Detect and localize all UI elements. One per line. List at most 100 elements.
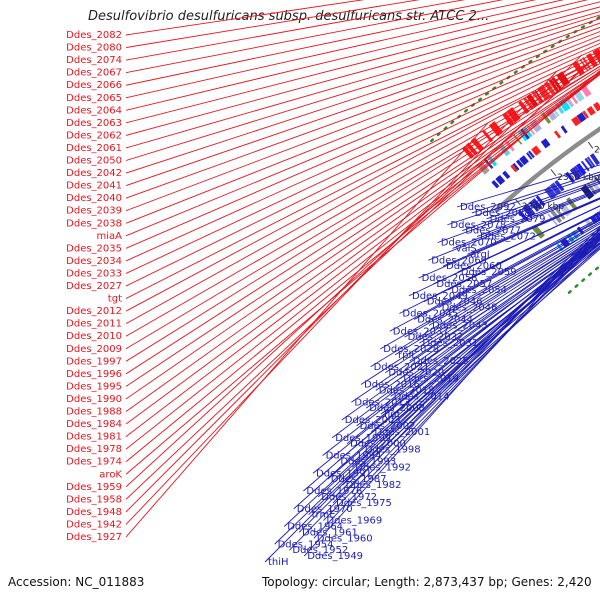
reverse-gene-label-Ddes_1987: Ddes_1987	[331, 474, 387, 485]
reverse-gene-label-Ddes_1975: Ddes_1975	[336, 498, 392, 509]
forward-gene-label-Ddes_2042: Ddes_2042	[66, 168, 122, 179]
reverse-gene-label-valS: valS	[456, 243, 477, 254]
reverse-gene-label-Ddes_1976: Ddes_1976	[306, 486, 362, 497]
reverse-leader-Ddes_2044	[413, 218, 600, 320]
feature-block-t3-13	[584, 157, 594, 169]
feature-block-t1-19	[579, 83, 592, 98]
forward-gene-label-Ddes_2066: Ddes_2066	[66, 80, 122, 91]
feature-block-t2-5	[515, 159, 524, 168]
forward-gene-label-Ddes_1984: Ddes_1984	[66, 419, 122, 430]
forward-gene-label-Ddes_1959: Ddes_1959	[66, 482, 122, 493]
forward-leader-Ddes_2027	[125, 53, 600, 287]
forward-leader-Ddes_2082	[125, 0, 365, 36]
forward-gene-label-Ddes_2062: Ddes_2062	[66, 130, 122, 141]
feature-block-t2-10	[540, 138, 551, 149]
forward-leader-Ddes_2034	[125, 46, 600, 262]
reverse-leader-Ddes_1952	[289, 229, 600, 551]
reverse-gene-label-Ddes_1964: Ddes_1964	[287, 522, 343, 533]
feature-block-t3-5	[544, 186, 557, 200]
reverse-gene-label-Ddes_2079: Ddes_2079	[490, 214, 546, 225]
forward-leader-Ddes_1995	[125, 70, 600, 387]
reverse-gene-label-Ddes_2058: Ddes_2058	[422, 273, 478, 284]
forward-gene-label-Ddes_1978: Ddes_1978	[66, 444, 122, 455]
feature-block-t0-6	[506, 107, 521, 123]
reverse-leader-Ddes_2003	[341, 234, 600, 421]
reverse-leader-Ddes_1976	[303, 235, 600, 492]
reverse-gene-label-Ddes_1972: Ddes_1972	[321, 492, 377, 503]
forward-leader-Ddes_2066	[125, 0, 537, 86]
reverse-gene-label-Ddes_2043: Ddes_2043	[432, 320, 488, 331]
forward-gene-label-Ddes_1974: Ddes_1974	[66, 457, 122, 468]
tick-label-2340: 2340 kbp	[522, 202, 565, 212]
feature-block-t0-14	[548, 78, 559, 93]
feature-block-t0-1	[465, 142, 478, 156]
reverse-leader-Ddes_2028	[379, 221, 600, 350]
forward-leader-Ddes_2080	[125, 0, 420, 48]
genome-backbone	[493, 126, 600, 213]
reverse-gene-label-Ddes_1960: Ddes_1960	[317, 533, 373, 544]
reverse-leader-Ddes_2020	[385, 231, 600, 374]
forward-leader-Ddes_2065	[125, 0, 565, 99]
reverse-gene-label-Ddes_1954: Ddes_1954	[278, 539, 334, 550]
reverse-leader-Ddes_1954	[274, 229, 600, 545]
reverse-leader-Ddes_1999	[331, 236, 600, 439]
reverse-gene-label-Ddes_2057: Ddes_2057	[436, 279, 492, 290]
reverse-leader-Ddes_2078	[447, 173, 600, 226]
reverse-gene-label-Ddes_2070: Ddes_2070	[441, 238, 497, 249]
accession-label: Accession: NC_011883	[8, 575, 145, 589]
feature-block-t0-2	[470, 137, 484, 152]
reverse-leader-Ddes_1972	[317, 237, 600, 498]
feature-block-t4-3	[554, 207, 566, 220]
reverse-leader-Ddes_2045	[399, 211, 600, 314]
reverse-gene-label-Ddes_2003: Ddes_2003	[345, 415, 401, 426]
tick-label-2380: 2380 kbp	[594, 146, 600, 156]
forward-gene-label-Ddes_2012: Ddes_2012	[66, 306, 122, 317]
forward-gene-label-Ddes_2039: Ddes_2039	[66, 206, 122, 217]
forward-gene-label-Ddes_2082: Ddes_2082	[66, 30, 122, 41]
reverse-gene-label-Ddes_1992: Ddes_1992	[355, 462, 411, 473]
feature-block-t2-2	[502, 170, 511, 180]
reverse-gene-label-Ddes_1961: Ddes_1961	[302, 527, 358, 538]
forward-gene-label-Ddes_2050: Ddes_2050	[66, 156, 122, 167]
forward-gene-label-Ddes_1942: Ddes_1942	[66, 519, 122, 530]
forward-leader-Ddes_2062	[125, 6, 600, 136]
reverse-leader-valS	[452, 189, 600, 249]
reverse-leader-Ddes_2060	[442, 197, 600, 267]
tick-mark-2360	[550, 169, 557, 177]
reverse-gene-label-Ddes_2013: Ddes_2013	[354, 397, 410, 408]
reverse-gene-label-Ddes_2077: Ddes_2077	[465, 226, 521, 237]
forward-gene-label-Ddes_1981: Ddes_1981	[66, 432, 122, 443]
reverse-gene-label-Ddes_2044: Ddes_2044	[417, 314, 473, 325]
forward-gene-label-Ddes_2033: Ddes_2033	[66, 268, 122, 279]
feature-block-t2-16	[586, 105, 596, 116]
forward-leader-Ddes_2010	[125, 63, 600, 337]
feature-block-t0-10	[531, 91, 543, 104]
reverse-gene-label-Ddes_1970: Ddes_1970	[297, 504, 353, 515]
reverse-gene-label-Ddes_2028: Ddes_2028	[383, 344, 439, 355]
reverse-leader-thiH	[264, 226, 600, 563]
feature-block-t2-17	[592, 101, 600, 112]
topology-label: Topology: circular; Length: 2,873,437 bp…	[262, 575, 592, 589]
forward-leader-Ddes_2064	[125, 0, 589, 111]
reverse-gene-label-Ddes_1993: Ddes_1993	[340, 456, 396, 467]
feature-block-t2-13	[571, 115, 582, 127]
reverse-leader-Ddes_2069	[428, 190, 600, 261]
forward-leader-Ddes_1927	[125, 121, 489, 538]
tick-mark-2380	[587, 141, 594, 149]
forward-gene-label-Ddes_1927: Ddes_1927	[66, 532, 122, 543]
reverse-gene-label-Ddes_1949: Ddes_1949	[307, 551, 363, 562]
feature-block-t2-15	[582, 110, 589, 119]
forward-gene-label-Ddes_2065: Ddes_2065	[66, 93, 122, 104]
feature-block-t3-12	[580, 160, 590, 172]
feature-block-t0-21	[592, 48, 600, 64]
forward-gene-label-Ddes_2064: Ddes_2064	[66, 105, 122, 116]
feature-block-t1-18	[572, 88, 585, 102]
forward-leader-Ddes_1974	[125, 72, 600, 463]
forward-gene-label-Ddes_2009: Ddes_2009	[66, 344, 122, 355]
forward-leader-Ddes_2040	[125, 26, 600, 199]
dotted-guide-ring-2	[430, 15, 600, 143]
reverse-gene-label-Ddes_1969: Ddes_1969	[326, 516, 382, 527]
forward-leader-Ddes_1996	[125, 68, 600, 375]
forward-gene-label-Ddes_1958: Ddes_1958	[66, 494, 122, 505]
